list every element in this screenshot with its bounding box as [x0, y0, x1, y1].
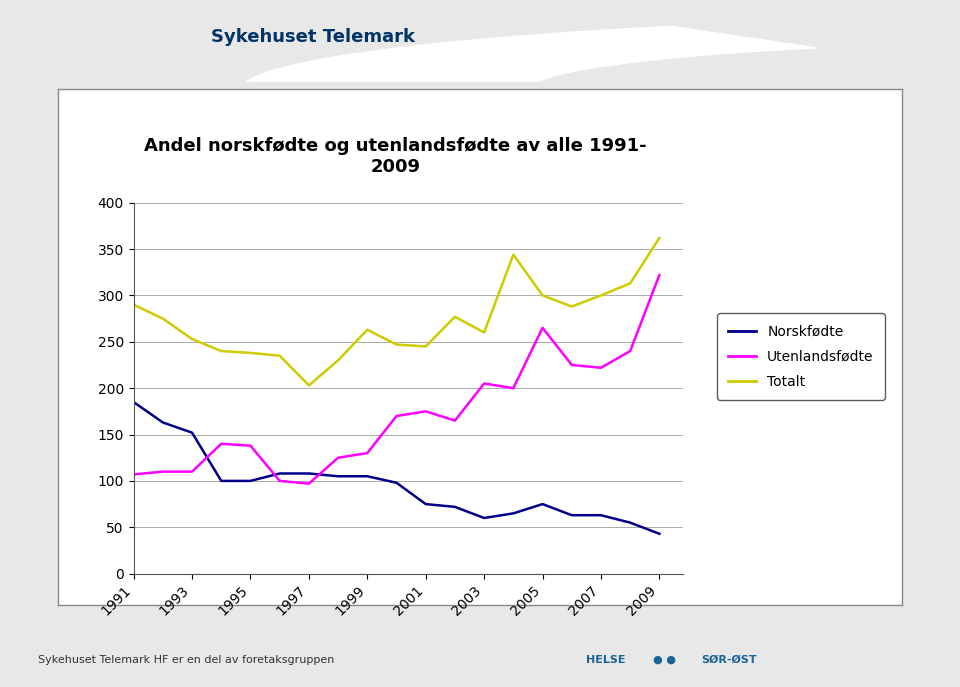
Utenlandsfødte: [332, 453, 344, 462]
Totalt: [332, 356, 344, 364]
Text: SØR-ØST: SØR-ØST: [701, 655, 756, 664]
Norskfødte: [332, 472, 344, 480]
Totalt: [566, 302, 578, 311]
Norskfødte: [478, 514, 490, 522]
Norskfødte: [157, 418, 169, 427]
Legend: Norskfødte, Utenlandsfødte, Totalt: Norskfødte, Utenlandsfødte, Totalt: [717, 313, 885, 400]
Line: Totalt: Totalt: [133, 238, 660, 385]
Utenlandsfødte: [186, 467, 198, 475]
Utenlandsfødte: [624, 347, 636, 355]
Totalt: [537, 291, 548, 300]
Totalt: [186, 335, 198, 343]
Utenlandsfødte: [654, 271, 665, 279]
Norskfødte: [362, 472, 373, 480]
Norskfødte: [508, 509, 519, 517]
Totalt: [391, 341, 402, 349]
Text: ● ●: ● ●: [653, 655, 676, 664]
Norskfødte: [449, 503, 461, 511]
Totalt: [245, 349, 256, 357]
Norskfødte: [128, 398, 139, 406]
Totalt: [128, 300, 139, 308]
Text: Sykehuset Telemark HF er en del av foretaksgruppen: Sykehuset Telemark HF er en del av foret…: [38, 655, 335, 664]
Totalt: [274, 352, 285, 360]
Utenlandsfødte: [245, 442, 256, 450]
Totalt: [303, 381, 315, 390]
Norskfødte: [654, 530, 665, 538]
Text: Sykehuset Telemark: Sykehuset Telemark: [211, 28, 415, 46]
Utenlandsfødte: [508, 384, 519, 392]
Utenlandsfødte: [566, 361, 578, 369]
Utenlandsfødte: [303, 480, 315, 488]
Text: HELSE: HELSE: [586, 655, 625, 664]
Totalt: [654, 234, 665, 242]
Totalt: [624, 279, 636, 287]
Utenlandsfødte: [595, 363, 607, 372]
Line: Utenlandsfødte: Utenlandsfødte: [133, 275, 660, 484]
Norskfødte: [215, 477, 227, 485]
Totalt: [449, 313, 461, 321]
Norskfødte: [566, 511, 578, 519]
Norskfødte: [274, 469, 285, 477]
Utenlandsfødte: [157, 467, 169, 475]
Wedge shape: [240, 26, 816, 128]
Utenlandsfødte: [449, 416, 461, 425]
Totalt: [478, 328, 490, 337]
Norskfødte: [303, 469, 315, 477]
Text: Andel norskfødte og utenlandsfødte av alle 1991-
2009: Andel norskfødte og utenlandsfødte av al…: [144, 137, 647, 176]
Utenlandsfødte: [537, 324, 548, 332]
Totalt: [157, 315, 169, 323]
Utenlandsfødte: [478, 379, 490, 387]
Norskfødte: [186, 429, 198, 437]
Line: Norskfødte: Norskfødte: [133, 402, 660, 534]
Norskfødte: [245, 477, 256, 485]
Norskfødte: [537, 500, 548, 508]
Norskfødte: [595, 511, 607, 519]
Totalt: [595, 291, 607, 300]
Utenlandsfødte: [274, 477, 285, 485]
Totalt: [508, 251, 519, 259]
Utenlandsfødte: [391, 412, 402, 420]
Norskfødte: [624, 519, 636, 527]
Utenlandsfødte: [128, 471, 139, 479]
Utenlandsfødte: [362, 449, 373, 458]
Totalt: [362, 326, 373, 334]
Totalt: [420, 342, 431, 350]
Utenlandsfødte: [420, 407, 431, 416]
Utenlandsfødte: [215, 440, 227, 448]
Norskfødte: [391, 479, 402, 487]
Norskfødte: [420, 500, 431, 508]
Totalt: [215, 347, 227, 355]
